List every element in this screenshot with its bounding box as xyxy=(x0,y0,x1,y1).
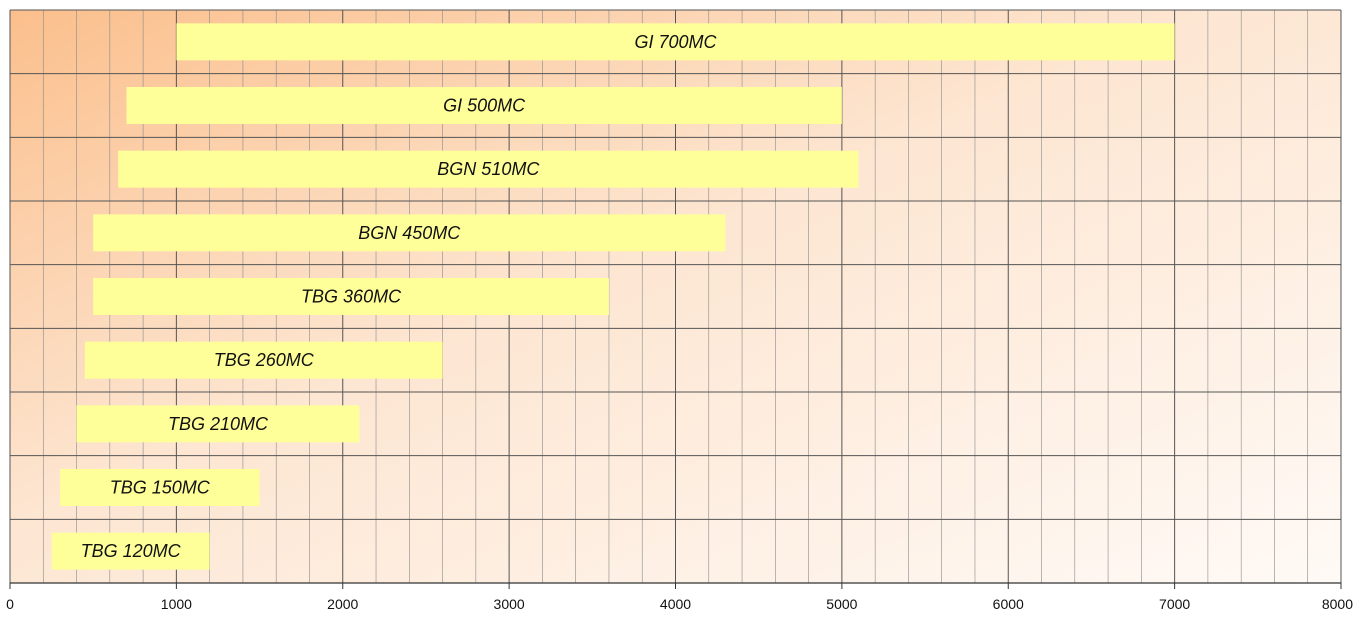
range-bar xyxy=(93,278,609,315)
bar-label: TBG 150MC xyxy=(110,478,211,498)
bar-label: TBG 210MC xyxy=(168,414,269,434)
range-bar xyxy=(84,341,443,379)
range-bar xyxy=(93,214,726,252)
bar-label: TBG 360MC xyxy=(301,287,402,307)
bar-label: BGN 510MC xyxy=(437,159,540,179)
range-bar xyxy=(176,23,1175,61)
range-bar xyxy=(126,87,842,124)
range-bar xyxy=(76,405,360,443)
x-tick-label: 4000 xyxy=(660,596,691,612)
x-tick-label: 6000 xyxy=(993,596,1024,612)
bars: GI 700MC GI 500MC BGN 510MC BGN 450MC TBG 36… xyxy=(51,23,1175,570)
x-tick-label: 0 xyxy=(6,596,14,612)
x-tick-label: 7000 xyxy=(1159,596,1190,612)
x-axis: 0 1000 2000 3000 4000 5000 6000 7000 8000 xyxy=(6,582,1353,612)
bar-label: GI 700MC xyxy=(634,32,717,52)
x-tick-label: 3000 xyxy=(494,596,525,612)
bar-label: TBG 120MC xyxy=(81,541,182,561)
range-bar xyxy=(51,532,210,570)
bar-label: GI 500MC xyxy=(443,96,526,116)
x-tick-label: 1000 xyxy=(161,596,192,612)
x-tick-label: 5000 xyxy=(826,596,857,612)
bar-label: BGN 450MC xyxy=(358,223,461,243)
x-tick-label: 2000 xyxy=(327,596,358,612)
x-tick-label: 8000 xyxy=(1322,596,1353,612)
range-bar xyxy=(118,150,859,188)
range-bar xyxy=(59,469,260,506)
bar-label: TBG 260MC xyxy=(214,350,315,370)
